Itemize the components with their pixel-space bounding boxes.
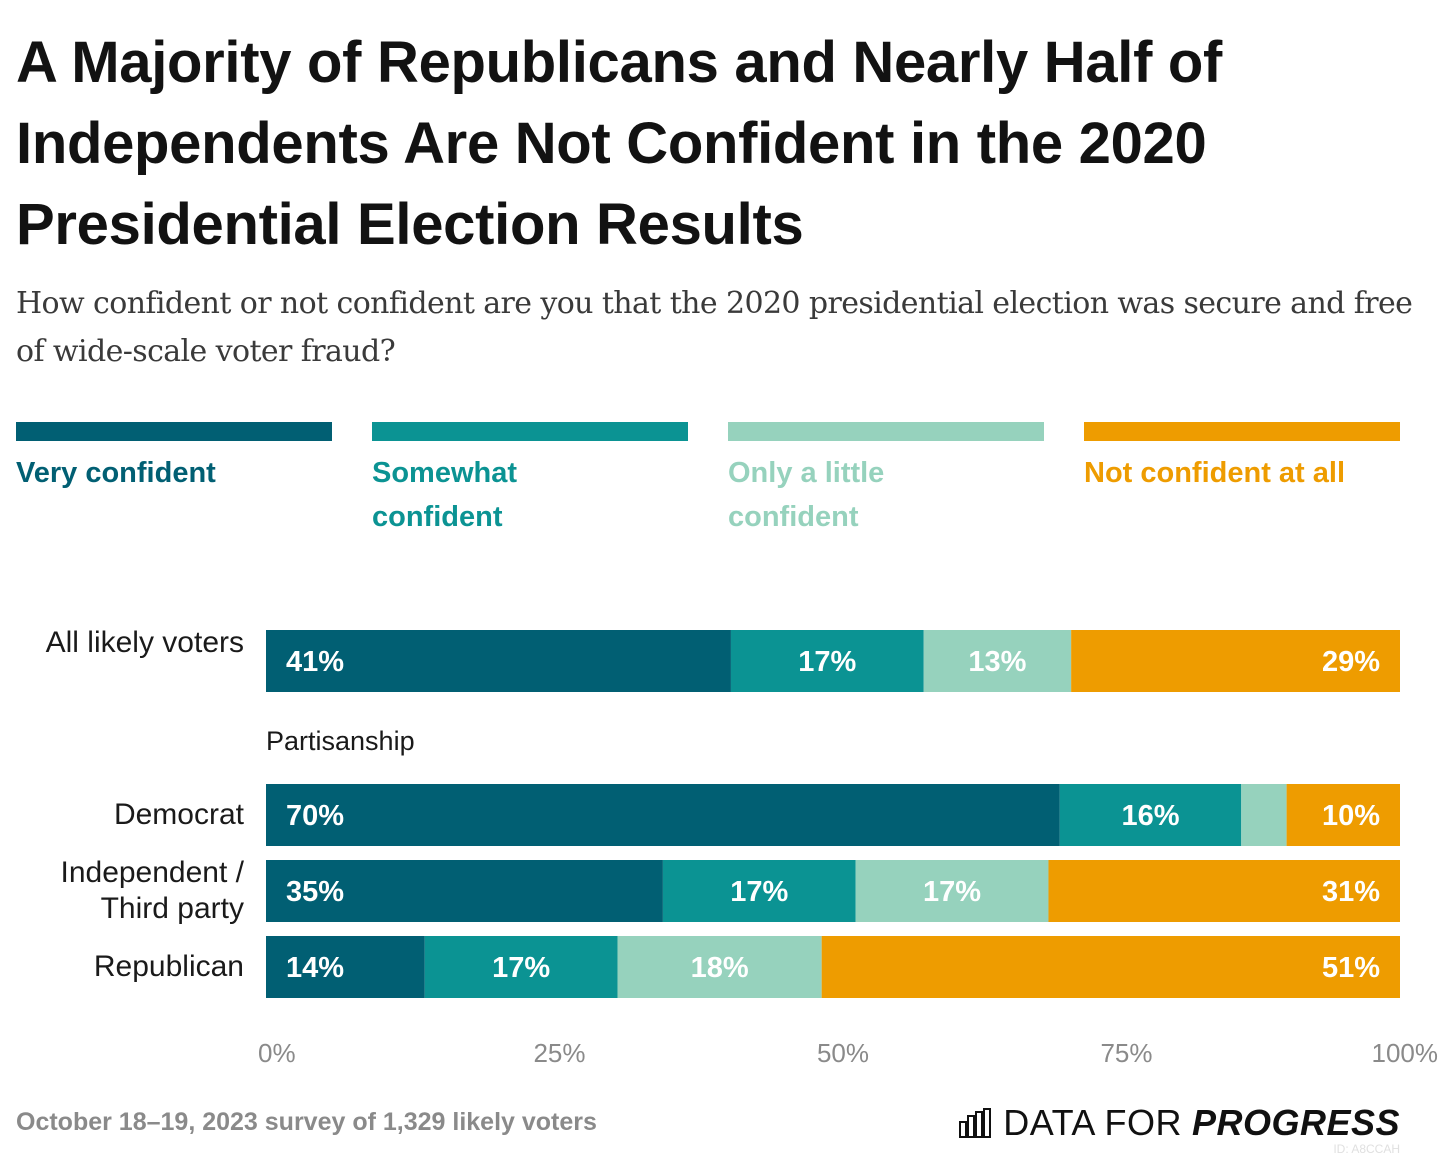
data-label-democrat-not-confident-at-all: 10% <box>1322 800 1380 832</box>
legend-label: Very confident <box>16 457 216 489</box>
brand-text-light: DATA FOR <box>1003 1102 1182 1143</box>
bar-segment-republican-not-confident-at-all <box>821 936 1400 998</box>
data-label-all-likely-voters-somewhat-confident: 17% <box>798 646 856 678</box>
legend-label: Only a little confident <box>728 457 885 533</box>
chart-title: A Majority of Republicans and Nearly Hal… <box>16 30 1223 257</box>
bar-segment-democrat-somewhat-confident <box>1059 784 1242 846</box>
row-label-democrat: Democrat <box>113 798 244 831</box>
bar-segment-independent-third-party-somewhat-confident <box>662 860 856 922</box>
data-label-democrat-very-confident: 70% <box>286 800 344 832</box>
legend: Very confident Somewhat confident Only a… <box>16 422 1400 542</box>
data-label-all-likely-voters-not-confident-at-all: 29% <box>1322 646 1380 678</box>
legend-item-very-confident: Very confident <box>16 422 332 495</box>
legend-item-somewhat-confident: Somewhat confident <box>372 422 688 539</box>
data-label-all-likely-voters-only-a-little-confident: 13% <box>968 646 1026 678</box>
bar-segment-democrat-not-confident-at-all <box>1286 784 1400 846</box>
bar-segment-democrat-very-confident <box>266 784 1060 846</box>
stacked-bar-chart: 41% 17% 13% 29% 70% 16% 10% 35% 17% 17% 31% 14% 17% 1… <box>258 630 1439 1068</box>
data-label-independent-third-party-only-a-little-confident: 17% <box>923 876 981 908</box>
legend-swatch <box>1084 422 1400 441</box>
bar-segment-republican-somewhat-confident <box>424 936 618 998</box>
data-label-republican-very-confident: 14% <box>286 952 344 984</box>
data-label-democrat-somewhat-confident: 16% <box>1121 800 1179 832</box>
bar-segment-republican-only-a-little-confident <box>617 936 822 998</box>
bar-segment-independent-third-party-only-a-little-confident <box>855 860 1049 922</box>
bar-segment-all-likely-voters-somewhat-confident <box>730 630 924 692</box>
legend-swatch <box>728 422 1044 441</box>
data-label-independent-third-party-not-confident-at-all: 31% <box>1322 876 1380 908</box>
data-label-all-likely-voters-very-confident: 41% <box>286 646 344 678</box>
legend-item-only-a-little-confident: Only a little confident <box>728 422 1044 539</box>
bar-segment-republican-very-confident <box>266 936 425 998</box>
bar-segment-all-likely-voters-very-confident <box>266 630 731 692</box>
chart-subtitle: How confident or not confident are you t… <box>16 286 1413 369</box>
legend-label: Not confident at all <box>1084 457 1345 489</box>
row-label-all-likely-voters: All likely voters <box>45 626 244 659</box>
group-label-partisanship: Partisanship <box>266 726 415 756</box>
row-label-independent: Independent / Third party <box>60 856 244 925</box>
chart-id: ID: A8CCAH <box>1333 1142 1400 1156</box>
x-tick-label-75: 75% <box>1100 1038 1152 1068</box>
data-label-independent-third-party-somewhat-confident: 17% <box>730 876 788 908</box>
x-tick-label-25: 25% <box>533 1038 585 1068</box>
legend-item-not-confident-at-all: Not confident at all <box>1084 422 1400 495</box>
data-label-republican-somewhat-confident: 17% <box>492 952 550 984</box>
x-tick-label-50: 50% <box>817 1038 869 1068</box>
legend-label: Somewhat confident <box>372 457 518 533</box>
row-label-republican: Republican <box>93 950 244 983</box>
data-label-republican-only-a-little-confident: 18% <box>691 952 749 984</box>
data-label-independent-third-party-very-confident: 35% <box>286 876 344 908</box>
legend-swatch <box>372 422 688 441</box>
x-tick-label-100: 100% <box>1372 1038 1439 1068</box>
brand-logo: DATA FOR PROGRESS <box>959 1102 1400 1144</box>
legend-swatch <box>16 422 332 441</box>
bar-segment-independent-third-party-very-confident <box>266 860 663 922</box>
bar-segment-democrat-only-a-little-confident <box>1241 784 1287 846</box>
brand-text-bold: PROGRESS <box>1191 1102 1400 1143</box>
bar-segment-all-likely-voters-not-confident-at-all <box>1071 630 1400 692</box>
data-label-republican-not-confident-at-all: 51% <box>1322 952 1380 984</box>
bar-segment-independent-third-party-not-confident-at-all <box>1048 860 1400 922</box>
bar-segment-all-likely-voters-only-a-little-confident <box>923 630 1072 692</box>
bar-chart-logo-icon <box>959 1108 992 1138</box>
x-tick-label-0: 0% <box>258 1038 296 1068</box>
survey-note: October 18–19, 2023 survey of 1,329 like… <box>16 1108 597 1136</box>
